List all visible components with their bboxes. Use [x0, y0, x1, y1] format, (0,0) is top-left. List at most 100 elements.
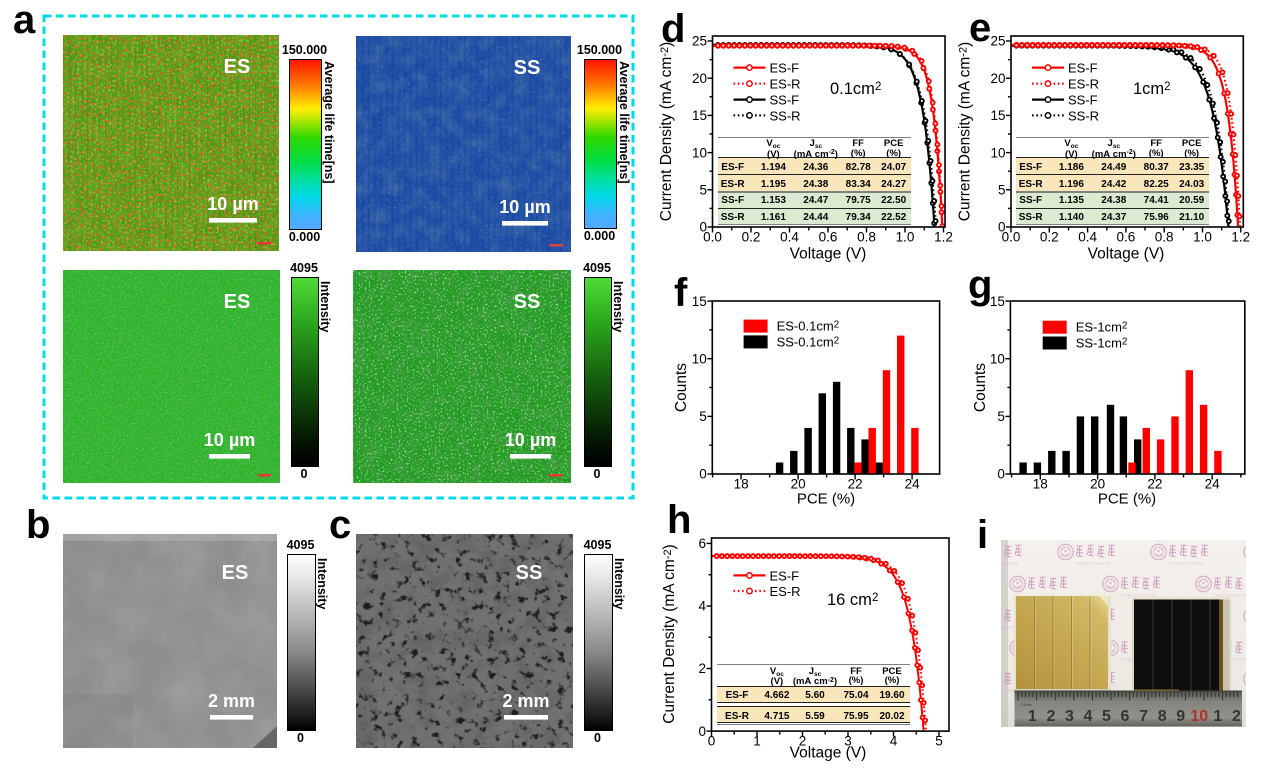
svg-text:15: 15	[990, 108, 1005, 123]
svg-text:4: 4	[890, 734, 898, 749]
svg-text:ES-0.1cm2: ES-0.1cm2	[777, 319, 840, 334]
svg-text:5: 5	[935, 734, 943, 749]
svg-text:1: 1	[753, 734, 761, 749]
svg-text:2 mm: 2 mm	[502, 691, 549, 711]
svg-text:ES: ES	[222, 562, 249, 584]
svg-text:7: 7	[1139, 708, 1148, 725]
svg-text:9: 9	[1176, 708, 1185, 725]
svg-text:8: 8	[1158, 708, 1167, 725]
svg-text:Voltage (V): Voltage (V)	[790, 745, 867, 762]
svg-text:22: 22	[1147, 477, 1162, 492]
svg-text:Tsinghua University: Tsinghua University	[1214, 594, 1246, 598]
svg-text:PCE (%): PCE (%)	[797, 491, 855, 508]
svg-text:22: 22	[848, 477, 863, 492]
svg-text:18: 18	[1033, 477, 1048, 492]
svg-text:20: 20	[1090, 477, 1105, 492]
svg-text:0: 0	[998, 220, 1006, 235]
svg-text:Counts: Counts	[673, 363, 690, 412]
svg-text:10 µm: 10 µm	[204, 430, 255, 450]
svg-text:15: 15	[692, 294, 707, 309]
svg-text:Tsinghua University: Tsinghua University	[1001, 626, 1018, 630]
svg-text:3: 3	[844, 734, 852, 749]
svg-text:10: 10	[990, 351, 1005, 366]
svg-text:1.2: 1.2	[1231, 230, 1250, 245]
svg-text:25: 25	[990, 34, 1005, 49]
svg-text:Counts: Counts	[972, 363, 989, 412]
svg-text:0: 0	[699, 467, 707, 482]
svg-text:0.5mm: 0.5mm	[1021, 703, 1032, 707]
svg-text:0.2: 0.2	[742, 230, 761, 245]
svg-text:0.1cm2: 0.1cm2	[830, 80, 881, 98]
svg-text:SS-F: SS-F	[770, 93, 800, 108]
svg-text:5: 5	[997, 409, 1005, 424]
svg-text:0.8: 0.8	[1155, 230, 1174, 245]
svg-text:15: 15	[990, 294, 1005, 309]
svg-text:SS-R: SS-R	[770, 108, 801, 123]
svg-text:0.8: 0.8	[857, 230, 876, 245]
svg-text:18: 18	[734, 477, 749, 492]
svg-text:0.0: 0.0	[703, 230, 722, 245]
svg-text:1.0: 1.0	[896, 230, 915, 245]
svg-text:2: 2	[799, 734, 807, 749]
svg-text:2 mm: 2 mm	[208, 691, 255, 711]
svg-text:15: 15	[692, 108, 707, 123]
svg-text:0.4: 0.4	[1078, 230, 1097, 245]
svg-text:ES-1cm2: ES-1cm2	[1076, 320, 1128, 335]
svg-text:5: 5	[998, 183, 1006, 198]
svg-text:10: 10	[692, 145, 707, 160]
svg-text:SS-1cm2: SS-1cm2	[1076, 336, 1128, 351]
svg-text:Voltage (V): Voltage (V)	[1088, 246, 1165, 263]
svg-text:0: 0	[708, 734, 716, 749]
svg-text:10 µm: 10 µm	[207, 194, 258, 214]
svg-text:5: 5	[1102, 708, 1111, 725]
svg-text:Tsinghua University: Tsinghua University	[1001, 562, 1018, 566]
svg-text:Tsinghua University: Tsinghua University	[1121, 594, 1156, 598]
svg-text:0: 0	[698, 724, 706, 739]
svg-text:Voltage (V): Voltage (V)	[790, 246, 867, 263]
svg-text:20: 20	[990, 71, 1005, 86]
svg-text:4: 4	[698, 599, 706, 614]
svg-text:SS-0.1cm2: SS-0.1cm2	[777, 334, 840, 349]
svg-text:1.2: 1.2	[934, 230, 953, 245]
svg-text:Current Density (mA cm-2): Current Density (mA cm-2)	[658, 42, 675, 221]
svg-text:20: 20	[692, 71, 707, 86]
svg-text:10: 10	[990, 145, 1005, 160]
svg-text:2: 2	[1046, 708, 1055, 725]
svg-text:24: 24	[1205, 477, 1221, 492]
svg-text:ES: ES	[224, 291, 251, 313]
svg-text:SS-F: SS-F	[1068, 93, 1098, 108]
svg-text:20: 20	[791, 477, 806, 492]
svg-text:SS-R: SS-R	[1068, 108, 1099, 123]
svg-text:0.6: 0.6	[1117, 230, 1136, 245]
svg-text:0.0: 0.0	[1002, 230, 1021, 245]
svg-text:1: 1	[1213, 708, 1222, 725]
svg-text:ES: ES	[224, 56, 251, 78]
svg-text:5: 5	[699, 183, 707, 198]
svg-text:0.2: 0.2	[1040, 230, 1059, 245]
svg-text:ES-R: ES-R	[770, 584, 801, 599]
svg-text:ES-R: ES-R	[1068, 77, 1099, 92]
svg-text:0: 0	[699, 220, 707, 235]
svg-text:2: 2	[1232, 708, 1241, 725]
svg-text:1: 1	[1028, 708, 1037, 725]
svg-text:10: 10	[1190, 708, 1208, 725]
svg-text:ES-R: ES-R	[770, 77, 801, 92]
svg-text:16 cm2: 16 cm2	[827, 591, 878, 609]
svg-text:6: 6	[1121, 708, 1130, 725]
svg-text:0.6: 0.6	[819, 230, 838, 245]
svg-text:1.0: 1.0	[1193, 230, 1212, 245]
svg-text:ES-F: ES-F	[1068, 61, 1098, 76]
svg-text:SS: SS	[516, 562, 543, 584]
svg-text:0.4: 0.4	[780, 230, 799, 245]
svg-text:24: 24	[905, 477, 921, 492]
svg-text:10 µm: 10 µm	[499, 197, 550, 217]
svg-text:6: 6	[698, 536, 706, 551]
svg-text:PCE (%): PCE (%)	[1098, 491, 1156, 508]
svg-text:0: 0	[997, 467, 1005, 482]
svg-text:25: 25	[692, 34, 707, 49]
svg-text:ES-F: ES-F	[770, 568, 800, 583]
svg-text:5: 5	[699, 409, 707, 424]
svg-text:SS: SS	[514, 291, 541, 313]
svg-text:3: 3	[1065, 708, 1074, 725]
svg-text:10: 10	[692, 351, 707, 366]
